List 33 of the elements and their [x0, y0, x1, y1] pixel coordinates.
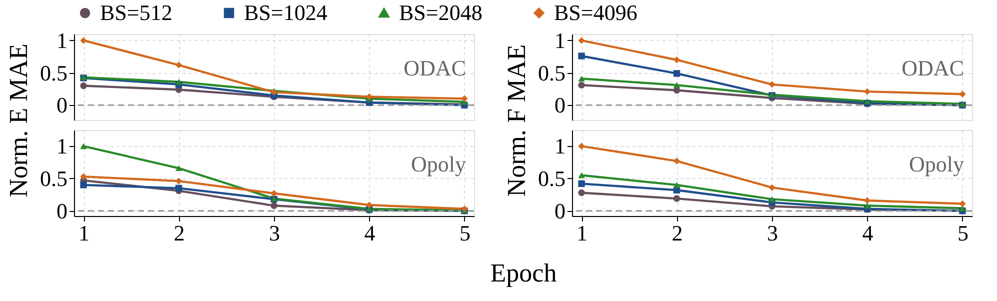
legend-label: BS=512 — [100, 0, 172, 25]
y-tick-label: 1 — [554, 28, 566, 53]
y-tick-label: 1 — [56, 134, 68, 159]
annotation: ODAC — [404, 55, 466, 80]
x-tick-label: 5 — [459, 220, 470, 246]
x-tick-label: 4 — [862, 220, 874, 246]
y-tick-label: 0 — [56, 92, 68, 118]
annotation: ODAC — [902, 55, 964, 80]
y-tick-label: 0 — [554, 92, 566, 118]
y-tick-label: 0.5 — [538, 166, 566, 191]
x-tick-label: 1 — [78, 220, 90, 246]
legend-label: BS=4096 — [554, 0, 638, 25]
y-tick-label: 0.5 — [40, 60, 68, 86]
y-tick-label: 0 — [56, 198, 68, 224]
y-tick-label: 0.5 — [40, 166, 68, 191]
x-tick-label: 1 — [576, 220, 588, 246]
y-axis-title: Norm. F MAE — [502, 44, 531, 197]
x-tick-label: 5 — [957, 220, 968, 246]
y-tick-label: 1 — [56, 28, 68, 53]
y-tick-label: 0 — [554, 198, 566, 224]
legend-label: BS=1024 — [244, 0, 328, 25]
x-tick-label: 3 — [269, 220, 280, 246]
x-tick-label: 2 — [672, 220, 683, 246]
y-axis-title: Norm. E MAE — [4, 44, 33, 198]
y-tick-label: 1 — [554, 134, 566, 159]
annotation: Opoly — [411, 151, 466, 176]
y-tick-label: 0.5 — [538, 60, 566, 86]
x-tick-label: 3 — [767, 220, 778, 246]
legend-label: BS=2048 — [399, 0, 482, 25]
annotation: Opoly — [909, 151, 964, 176]
x-tick-label: 2 — [174, 220, 185, 246]
x-axis-title: Epoch — [490, 258, 557, 288]
x-tick-label: 4 — [364, 220, 376, 246]
